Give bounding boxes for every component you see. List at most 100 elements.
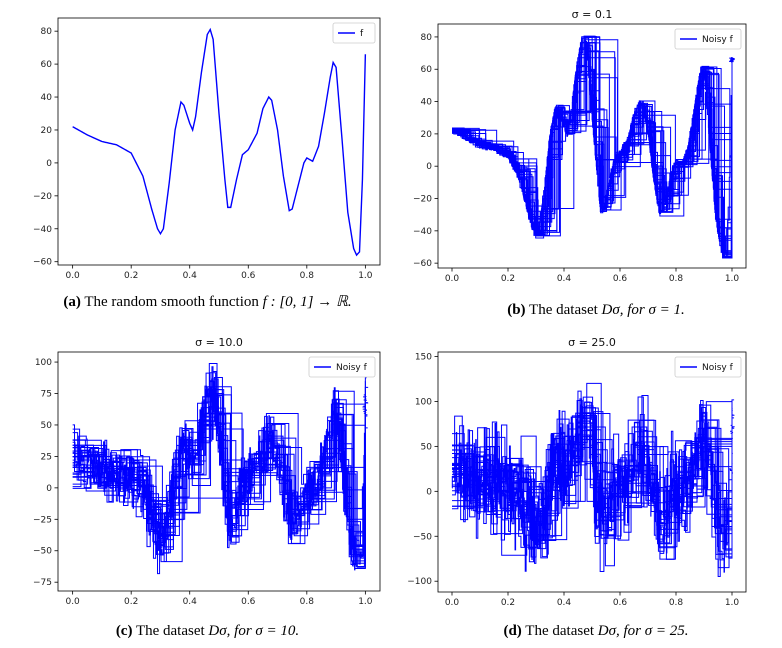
y-tick-label: −50 xyxy=(413,532,432,542)
axes-frame xyxy=(57,351,381,592)
noisy-series-line xyxy=(452,419,733,549)
y-tick-label: 50 xyxy=(41,421,53,431)
y-tick-label: 60 xyxy=(421,65,433,75)
caption-d-math: Dσ, for σ = 25. xyxy=(597,623,689,639)
x-tick-label: 0.6 xyxy=(241,597,256,607)
chart-noisy-sigma-0-1: σ = 0.1 0.0 0.2 0.4 0.6 0.8 1.0 −60 −40 −20 0 20 40 6… xyxy=(413,8,747,284)
chart-smooth-function: 0.0 0.2 0.4 0.6 0.8 1.0 −60 −40 −20 0 20 40 60 80 f xyxy=(33,17,381,281)
x-tick-label: 0.4 xyxy=(557,274,572,284)
x-tick-label: 0.8 xyxy=(300,597,315,607)
axes-frame xyxy=(437,23,747,269)
y-tick-label: −20 xyxy=(33,192,52,202)
x-tick-label: 0.0 xyxy=(65,597,80,607)
x-tick-label: 0.4 xyxy=(183,271,198,281)
noisy-series-line xyxy=(72,402,367,575)
panel-a: 0.0 0.2 0.4 0.6 0.8 1.0 −60 −40 −20 0 20 40 60 80 f (a… xyxy=(0,0,391,320)
y-tick-label: −60 xyxy=(33,258,52,268)
y-tick-label: 0 xyxy=(46,159,52,169)
x-tick-label: 0.8 xyxy=(300,271,315,281)
y-tick-label: −75 xyxy=(33,578,52,588)
noisy-series-line xyxy=(452,60,733,256)
legend-label: Noisy f xyxy=(702,35,734,45)
x-tick-label: 0.0 xyxy=(65,271,80,281)
plot-area xyxy=(72,27,367,257)
y-tick-label: 60 xyxy=(41,60,53,70)
caption-a-text: The random smooth function xyxy=(84,294,259,310)
legend-box xyxy=(674,28,742,50)
x-tick-label: 1.0 xyxy=(725,598,740,608)
x-tick-label: 0.8 xyxy=(669,274,684,284)
x-tick-label: 0.4 xyxy=(557,598,572,608)
y-tick-label: 20 xyxy=(41,126,53,136)
noisy-series-line xyxy=(452,401,733,542)
x-tick-label: 1.0 xyxy=(358,597,373,607)
y-tick-label: −100 xyxy=(407,577,432,587)
y-tick-label: 80 xyxy=(421,33,433,43)
noisy-series-line xyxy=(452,401,735,554)
chart-title: σ = 0.1 xyxy=(572,8,613,21)
y-tick-label: 50 xyxy=(421,442,433,452)
y-tick-label: −50 xyxy=(33,547,52,557)
x-tick-label: 0.8 xyxy=(669,598,684,608)
caption-d: (d) The dataset Dσ, for σ = 25. xyxy=(411,623,781,640)
legend-label: Noisy f xyxy=(702,363,734,373)
x-tick-label: 1.0 xyxy=(725,274,740,284)
y-tick-label: −40 xyxy=(33,225,52,235)
y-tick-label: 0 xyxy=(426,162,432,172)
chart-title: σ = 25.0 xyxy=(568,336,616,349)
legend-label: f xyxy=(360,29,364,39)
caption-c: (c) The dataset Dσ, for σ = 10. xyxy=(30,623,385,640)
legend-label: Noisy f xyxy=(336,363,368,373)
caption-c-text: The dataset xyxy=(135,623,205,639)
panel-d: σ = 25.0 0.0 0.2 0.4 0.6 0.8 1.0 −100 −50 0 50 100 1… xyxy=(391,325,782,648)
chart-noisy-sigma-10: σ = 10.0 0.0 0.2 0.4 0.6 0.8 1.0 −75 −50 −25 0 25 50… xyxy=(33,336,381,607)
y-tick-label: −60 xyxy=(413,259,432,269)
y-tick-label: 0 xyxy=(426,487,432,497)
x-tick-label: 0.6 xyxy=(241,271,256,281)
x-tick-label: 0.6 xyxy=(613,274,628,284)
axes-frame xyxy=(57,17,381,266)
y-tick-label: 20 xyxy=(421,130,433,140)
caption-b-text: The dataset xyxy=(529,302,598,318)
caption-b-label: (b) xyxy=(507,302,526,318)
chart-title: σ = 10.0 xyxy=(195,336,243,349)
x-tick-label: 0.2 xyxy=(124,271,138,281)
y-tick-label: 0 xyxy=(46,484,52,494)
noisy-series-line xyxy=(72,390,368,553)
y-tick-label: 150 xyxy=(415,352,432,362)
plot-area xyxy=(72,363,369,575)
y-tick-label: 25 xyxy=(41,452,52,462)
plot-area xyxy=(452,35,735,259)
x-tick-label: 0.2 xyxy=(501,598,515,608)
y-tick-label: 100 xyxy=(35,358,52,368)
y-tick-label: −25 xyxy=(33,515,52,525)
x-tick-label: 0.4 xyxy=(183,597,198,607)
x-tick-label: 0.0 xyxy=(445,274,460,284)
legend-box xyxy=(308,356,376,378)
panel-c: σ = 10.0 0.0 0.2 0.4 0.6 0.8 1.0 −75 −50 −25 0 25 50… xyxy=(0,325,391,648)
x-tick-label: 0.0 xyxy=(445,598,460,608)
noisy-series-line xyxy=(72,385,366,555)
caption-c-math: Dσ, for σ = 10. xyxy=(208,623,300,639)
caption-b-math: Dσ, for σ = 1. xyxy=(601,302,685,318)
caption-a-label: (a) xyxy=(63,294,81,310)
caption-c-label: (c) xyxy=(115,623,133,639)
panel-b: σ = 0.1 0.0 0.2 0.4 0.6 0.8 1.0 −60 −40 −20 0 20 40 6… xyxy=(391,0,782,325)
noisy-series-line xyxy=(452,406,733,564)
y-tick-label: 100 xyxy=(415,397,432,407)
y-tick-label: −20 xyxy=(413,195,432,205)
x-tick-label: 0.2 xyxy=(124,597,138,607)
caption-d-label: (d) xyxy=(503,623,522,639)
y-tick-label: 75 xyxy=(41,390,52,400)
series-line-f xyxy=(72,27,367,257)
y-tick-label: 40 xyxy=(41,93,53,103)
caption-b: (b) The dataset Dσ, for σ = 1. xyxy=(411,302,781,319)
axes-frame xyxy=(437,351,747,593)
y-tick-label: −40 xyxy=(413,227,432,237)
noisy-series-line xyxy=(72,377,367,529)
caption-a: (a) The random smooth function f : [0, 1… xyxy=(30,292,385,311)
legend-box xyxy=(674,356,742,378)
noisy-series-line xyxy=(452,36,735,258)
y-tick-label: 40 xyxy=(421,98,433,108)
y-tick-label: 80 xyxy=(41,27,53,37)
